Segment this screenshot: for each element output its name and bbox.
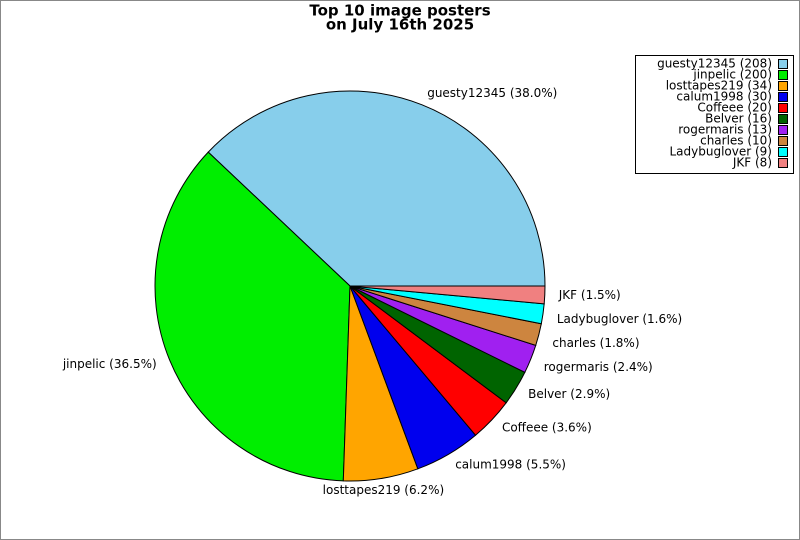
legend-label: calum1998 (30) — [676, 90, 772, 104]
legend-swatch — [778, 158, 788, 168]
legend-swatch — [778, 136, 788, 146]
legend-swatch — [778, 114, 788, 124]
slice-label: rogermaris (2.4%) — [544, 360, 653, 374]
legend-swatch — [778, 147, 788, 157]
legend-swatch — [778, 125, 788, 135]
legend-label: JKF (8) — [732, 156, 772, 170]
legend-label: rogermaris (13) — [678, 123, 772, 137]
legend-swatch — [778, 70, 788, 80]
legend-swatch — [778, 81, 788, 91]
pie-slice — [207, 90, 546, 287]
slice-label: charles (1.8%) — [552, 336, 639, 350]
chart-title: on July 16th 2025 — [326, 16, 474, 34]
slice-label: Coffeee (3.6%) — [502, 421, 592, 435]
legend-label: Belver (16) — [705, 112, 772, 126]
pie-slice — [154, 151, 351, 482]
legend-label: guesty12345 (208) — [657, 57, 772, 71]
legend-swatch — [778, 59, 788, 69]
slice-label: guesty12345 (38.0%) — [427, 86, 557, 100]
slice-label: Belver (2.9%) — [528, 387, 610, 401]
chart-title: Top 10 image posters — [309, 2, 490, 20]
legend-box — [635, 55, 794, 174]
legend-label: jinpelic (200) — [692, 68, 772, 82]
legend-label: losttapes219 (34) — [666, 79, 772, 93]
pie-slice — [349, 285, 546, 305]
legend-swatch — [778, 92, 788, 102]
slice-label: JKF (1.5%) — [558, 288, 621, 302]
slice-label: calum1998 (5.5%) — [455, 457, 566, 471]
slice-label: Ladybuglover (1.6%) — [557, 312, 682, 326]
slice-label: jinpelic (36.5%) — [62, 357, 157, 371]
legend-swatch — [778, 103, 788, 113]
legend-label: charles (10) — [700, 134, 772, 148]
legend-label: Coffeee (20) — [697, 101, 772, 115]
slice-label: losttapes219 (6.2%) — [323, 483, 445, 497]
legend-label: Ladybuglover (9) — [669, 145, 772, 159]
